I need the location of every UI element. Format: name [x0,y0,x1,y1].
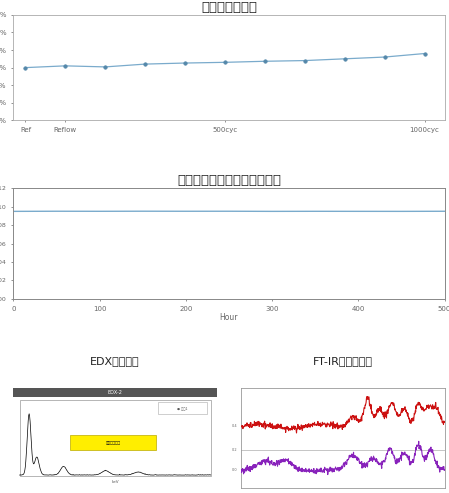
Title: イオンマイグレーション試験: イオンマイグレーション試験 [177,174,281,187]
Title: EDX元素分析: EDX元素分析 [90,356,140,366]
X-axis label: Hour: Hour [220,314,238,322]
Title: 気相熱衝撃試験: 気相熱衝撃試験 [201,0,257,14]
Title: FT-IR化合物分析: FT-IR化合物分析 [313,356,373,366]
